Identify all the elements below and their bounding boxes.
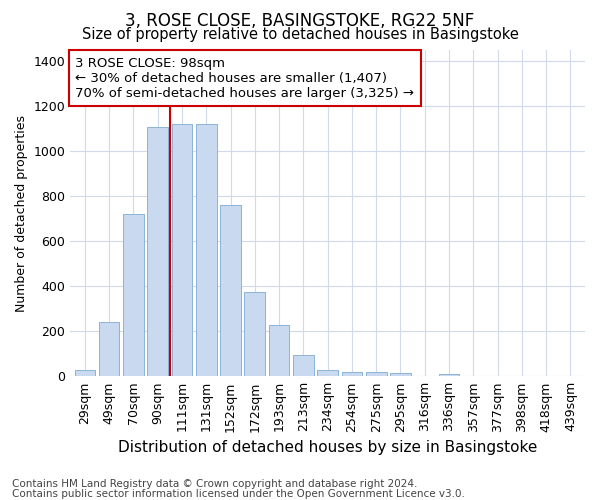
- Bar: [220, 206, 241, 376]
- Bar: [244, 292, 265, 376]
- Bar: [439, 374, 460, 376]
- Bar: [341, 372, 362, 376]
- Bar: [123, 214, 144, 376]
- Bar: [317, 370, 338, 376]
- Bar: [148, 126, 168, 376]
- Text: Size of property relative to detached houses in Basingstoke: Size of property relative to detached ho…: [82, 28, 518, 42]
- Text: 3 ROSE CLOSE: 98sqm
← 30% of detached houses are smaller (1,407)
70% of semi-det: 3 ROSE CLOSE: 98sqm ← 30% of detached ho…: [76, 56, 415, 100]
- X-axis label: Distribution of detached houses by size in Basingstoke: Distribution of detached houses by size …: [118, 440, 538, 455]
- Bar: [74, 370, 95, 376]
- Bar: [269, 324, 289, 376]
- Bar: [99, 322, 119, 376]
- Bar: [366, 372, 386, 376]
- Text: Contains public sector information licensed under the Open Government Licence v3: Contains public sector information licen…: [12, 489, 465, 499]
- Bar: [293, 355, 314, 376]
- Bar: [196, 124, 217, 376]
- Y-axis label: Number of detached properties: Number of detached properties: [15, 114, 28, 312]
- Text: Contains HM Land Registry data © Crown copyright and database right 2024.: Contains HM Land Registry data © Crown c…: [12, 479, 418, 489]
- Text: 3, ROSE CLOSE, BASINGSTOKE, RG22 5NF: 3, ROSE CLOSE, BASINGSTOKE, RG22 5NF: [125, 12, 475, 30]
- Bar: [172, 124, 192, 376]
- Bar: [390, 374, 411, 376]
